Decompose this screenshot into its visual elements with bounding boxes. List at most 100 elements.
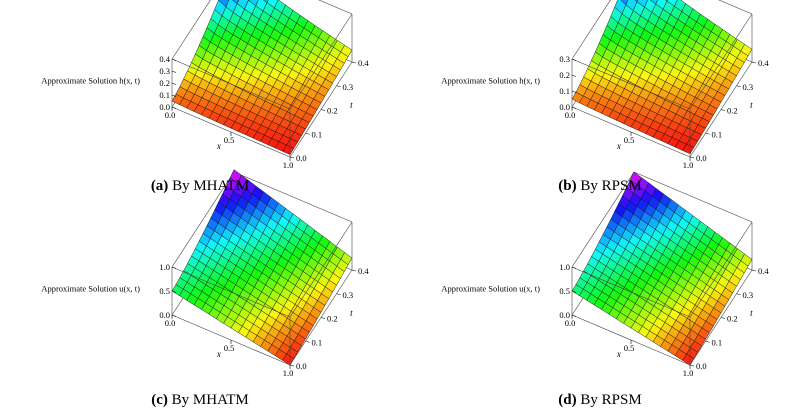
t-tick-mark [689, 364, 695, 367]
t-tick-mark [289, 364, 295, 367]
caption-letter: (b) [558, 178, 577, 194]
t-tick-mark [351, 269, 357, 272]
x-tick-label: 0.5 [224, 135, 235, 145]
box-edge [289, 13, 353, 110]
t-tick-mark [705, 340, 710, 343]
t-tick-label: 0.4 [758, 58, 769, 68]
t-axis-label: t [350, 308, 353, 318]
z-tick-label: 0.5 [159, 286, 170, 296]
t-tick-label: 0.3 [743, 290, 754, 300]
box-edge [171, 58, 291, 110]
z-tick-mark [571, 290, 577, 293]
x-axis-label: x [616, 349, 621, 359]
t-tick-mark [320, 109, 326, 111]
caption-text: By RPSM [580, 178, 642, 194]
x-axis-label: x [216, 141, 221, 151]
x-tick-label: 0.0 [565, 318, 576, 328]
x-tick-label: 0.5 [624, 135, 635, 145]
t-tick-mark [305, 132, 310, 135]
caption-c: (c) By MHATM [0, 392, 400, 409]
x-tick-label: 0.0 [165, 110, 176, 120]
caption-d: (d) By RPSM [400, 392, 800, 409]
t-tick-mark [289, 156, 295, 159]
box-edge [571, 266, 691, 318]
t-tick-label: 0.4 [758, 266, 769, 276]
z-axis-label: Approximate Solution h(x, t) [41, 76, 140, 86]
z-tick-label: 0.3 [559, 54, 570, 64]
z-tick-mark [171, 82, 177, 85]
t-tick-label: 0.0 [696, 361, 707, 371]
z-tick-mark [571, 266, 577, 269]
z-tick-mark [171, 290, 177, 293]
z-tick-label: 0.5 [559, 286, 570, 296]
z-tick-label: 1.0 [559, 262, 570, 272]
z-tick-mark [171, 106, 177, 109]
caption-letter: (a) [150, 178, 169, 194]
z-tick-label: 0.1 [559, 86, 570, 96]
caption-a: (a) By MHATM [0, 178, 400, 195]
z-tick-label: 0.2 [559, 70, 570, 80]
x-tick-label: 0.5 [224, 343, 235, 353]
t-tick-mark [689, 156, 695, 159]
z-tick-label: 1.0 [159, 262, 170, 272]
z-tick-label: 0.3 [159, 66, 170, 76]
box-edge [233, 171, 353, 223]
t-axis-label: t [750, 308, 753, 318]
z-tick-mark [171, 58, 177, 61]
z-tick-label: 0.0 [559, 102, 570, 112]
caption-text: By MHATM [172, 178, 250, 194]
x-axis-label: x [216, 349, 221, 359]
z-tick-label: 0.0 [159, 102, 170, 112]
x-tick-label: 0.0 [165, 318, 176, 328]
t-tick-label: 0.2 [727, 106, 738, 116]
t-tick-mark [751, 61, 757, 64]
z-tick-mark [171, 266, 177, 269]
box-edge [689, 221, 753, 318]
x-tick-label: 1.0 [283, 160, 294, 170]
z-axis-label: Approximate Solution u(x, t) [441, 284, 540, 294]
x-axis-label: x [616, 141, 621, 151]
surface-mesh [571, 171, 753, 366]
t-tick-mark [720, 317, 726, 319]
z-tick-mark [571, 74, 577, 77]
z-tick-mark [171, 70, 177, 73]
box-edge [633, 171, 753, 223]
box-edge [571, 58, 691, 110]
t-tick-label: 0.0 [696, 153, 707, 163]
box-edge [571, 0, 611, 60]
z-tick-label: 0.1 [159, 90, 170, 100]
x-tick-label: 1.0 [683, 368, 694, 378]
z-tick-mark [171, 314, 177, 317]
t-tick-label: 0.1 [712, 337, 723, 347]
t-tick-mark [736, 85, 741, 88]
t-tick-label: 0.0 [296, 361, 307, 371]
caption-b: (b) By RPSM [400, 178, 800, 195]
t-tick-mark [320, 317, 326, 319]
t-tick-label: 0.2 [727, 314, 738, 324]
z-tick-mark [571, 58, 577, 61]
t-tick-label: 0.4 [358, 58, 369, 68]
surface-mesh [171, 169, 353, 366]
caption-text: By MHATM [171, 392, 249, 408]
t-axis-label: t [350, 100, 353, 110]
t-tick-mark [336, 293, 341, 296]
x-tick-label: 0.0 [565, 110, 576, 120]
panel-d-surface-plot: 0.0 0.5 1.0 Approximate Solution u(x, t) 0.0… [441, 171, 769, 378]
t-tick-label: 0.4 [358, 266, 369, 276]
surface-patch [682, 143, 695, 155]
panel-c-surface-plot: 0.0 0.5 1.0 Approximate Solution u(x, t) 0.0… [41, 169, 369, 378]
surface-patch [282, 144, 295, 155]
box-edge [171, 0, 211, 60]
box-edge [289, 221, 353, 318]
z-tick-label: 0.2 [159, 78, 170, 88]
t-tick-label: 0.2 [327, 314, 338, 324]
x-tick-label: 0.5 [624, 343, 635, 353]
z-tick-mark [171, 94, 177, 97]
t-tick-label: 0.1 [712, 129, 723, 139]
caption-text: By RPSM [580, 392, 642, 408]
t-tick-label: 0.1 [312, 337, 323, 347]
box-edge [571, 171, 635, 268]
box-edge [718, 0, 753, 15]
box-edge [689, 13, 753, 110]
t-tick-label: 0.3 [343, 290, 354, 300]
